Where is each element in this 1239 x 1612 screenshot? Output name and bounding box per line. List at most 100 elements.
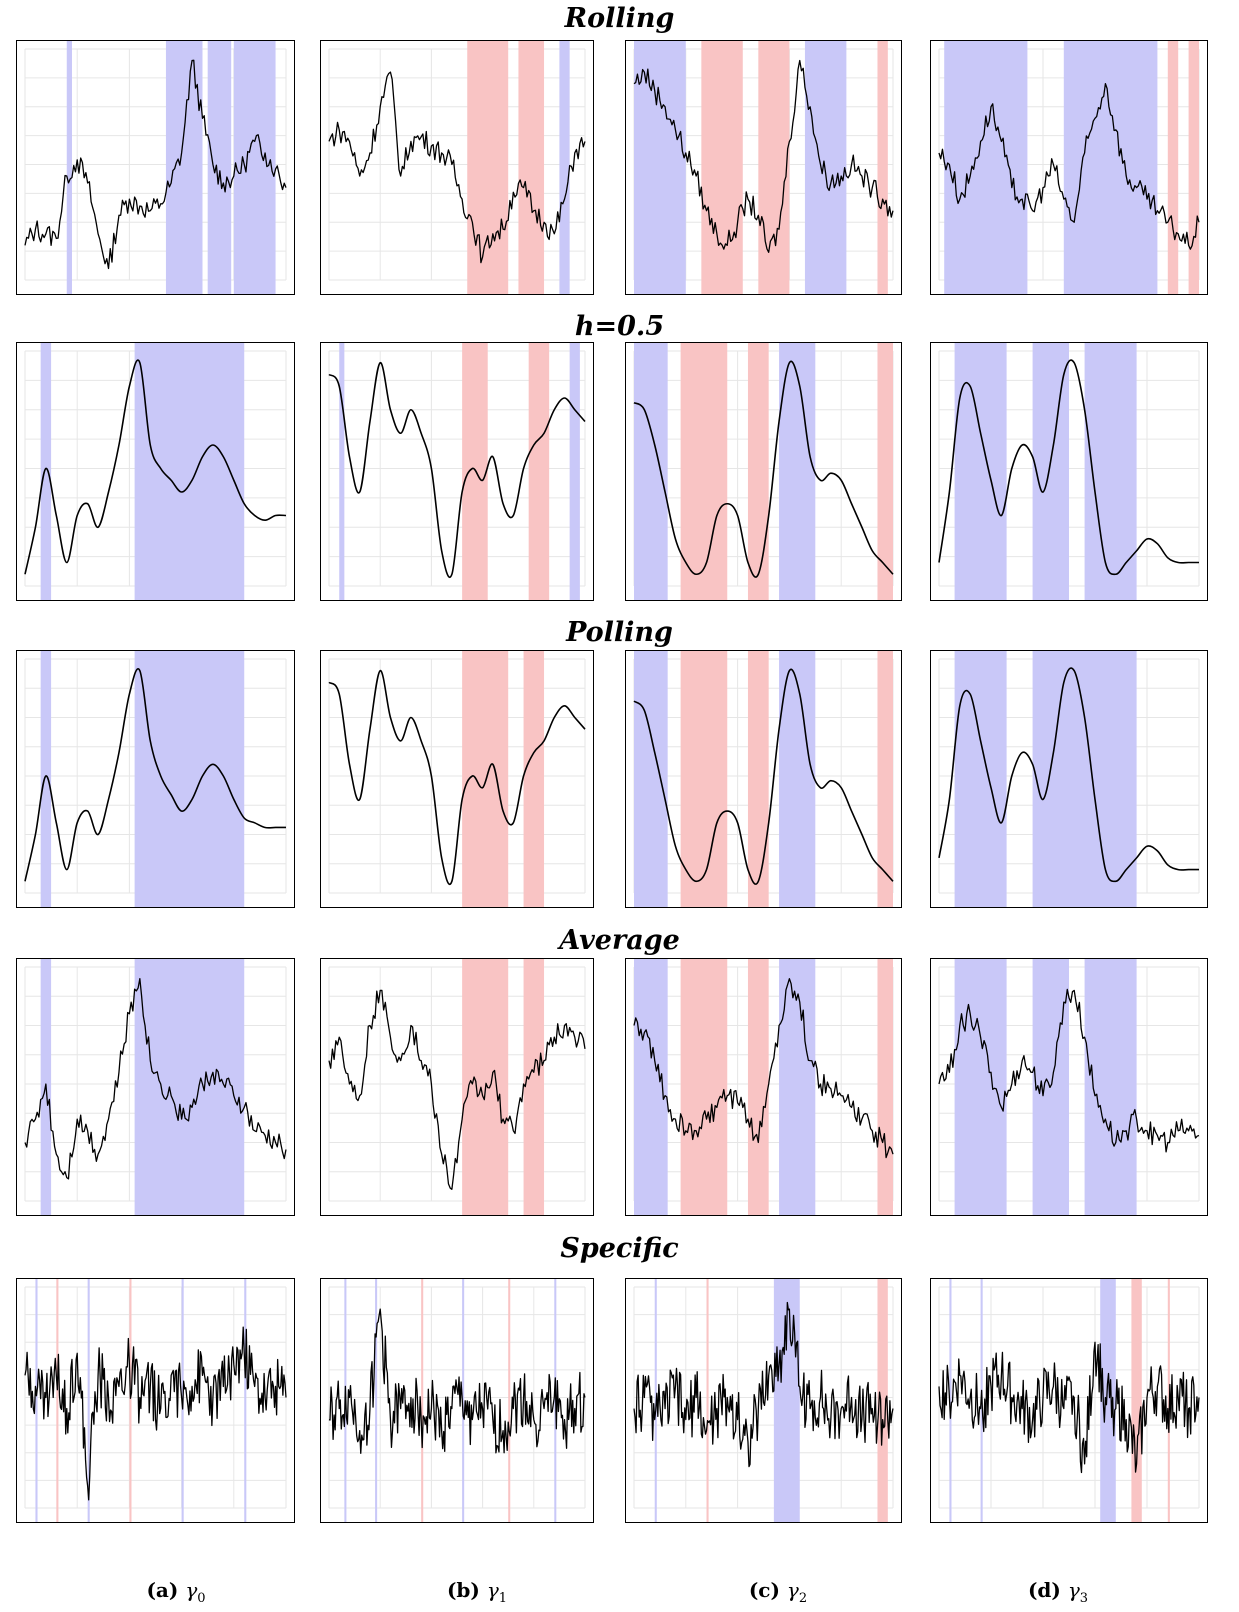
red-regime-band	[706, 1279, 709, 1522]
panel-3-2	[625, 958, 902, 1216]
row-title-rolling: Rolling	[564, 3, 675, 34]
blue-regime-band	[559, 41, 570, 294]
line-chart	[633, 343, 894, 600]
blue-regime-band	[339, 343, 345, 600]
line-chart	[24, 343, 287, 600]
blue-regime-band	[1100, 1279, 1116, 1522]
blue-regime-band	[1063, 41, 1158, 294]
series-line	[328, 989, 586, 1190]
blue-regime-band	[634, 651, 668, 907]
blue-regime-band	[165, 41, 203, 294]
series-line	[633, 978, 894, 1159]
blue-regime-band	[134, 651, 245, 907]
panel-4-0	[16, 1278, 295, 1523]
red-regime-band	[877, 651, 893, 907]
red-regime-band	[528, 343, 550, 600]
panel-1-3	[930, 342, 1208, 601]
blue-regime-band	[949, 1279, 952, 1522]
blue-regime-band	[954, 651, 1007, 907]
series-line	[24, 359, 287, 575]
red-regime-band	[747, 959, 769, 1215]
red-regime-band	[462, 343, 488, 600]
line-chart	[24, 651, 287, 907]
blue-regime-band	[954, 343, 1007, 600]
line-chart	[633, 41, 894, 294]
blue-regime-band	[40, 651, 52, 907]
line-chart	[328, 343, 586, 600]
series-line	[24, 668, 287, 882]
panel-1-1	[320, 342, 594, 601]
red-regime-band	[1131, 1279, 1142, 1522]
caption-b: (b) γ1	[446, 1578, 508, 1606]
red-regime-band	[129, 1279, 132, 1522]
line-chart	[24, 41, 287, 294]
blue-regime-band	[207, 41, 232, 294]
line-chart	[328, 651, 586, 907]
panel-3-0	[16, 958, 295, 1216]
blue-regime-band	[233, 41, 276, 294]
red-regime-band	[701, 41, 743, 294]
line-chart	[938, 959, 1200, 1215]
red-regime-band	[747, 651, 769, 907]
series-line	[24, 59, 287, 270]
blue-regime-band	[462, 1279, 465, 1522]
row-title-h05: h=0.5	[574, 311, 665, 342]
panel-2-1	[320, 650, 594, 908]
panel-0-0	[16, 40, 295, 295]
panel-4-2	[625, 1278, 902, 1523]
line-chart	[633, 1279, 894, 1522]
blue-regime-band	[134, 959, 245, 1215]
caption-a: (a) γ0	[146, 1578, 206, 1606]
blue-regime-band	[779, 651, 816, 907]
red-regime-band	[523, 959, 545, 1215]
line-chart	[633, 651, 894, 907]
red-regime-band	[1188, 41, 1199, 294]
red-regime-band	[523, 651, 545, 907]
red-regime-band	[56, 1279, 59, 1522]
panel-3-1	[320, 958, 594, 1216]
line-chart	[328, 959, 586, 1215]
blue-regime-band	[375, 1279, 378, 1522]
line-chart	[938, 41, 1200, 294]
red-regime-band	[421, 1279, 424, 1522]
red-regime-band	[680, 959, 728, 1215]
red-regime-band	[680, 651, 728, 907]
blue-regime-band	[1084, 959, 1137, 1215]
red-regime-band	[747, 343, 769, 600]
series-line	[938, 1341, 1200, 1474]
blue-regime-band	[1032, 343, 1069, 600]
caption-c: (c) γ2	[748, 1578, 808, 1606]
blue-regime-band	[40, 343, 52, 600]
blue-regime-band	[569, 343, 580, 600]
caption-d: (d) γ3	[1027, 1578, 1089, 1606]
panel-0-2	[625, 40, 902, 295]
blue-regime-band	[944, 41, 1028, 294]
blue-regime-band	[954, 959, 1007, 1215]
blue-regime-band	[634, 343, 668, 600]
series-line	[938, 988, 1200, 1153]
red-regime-band	[877, 959, 893, 1215]
row-title-average: Average	[559, 925, 680, 956]
series-line	[328, 1308, 586, 1454]
blue-regime-band	[134, 343, 245, 600]
panel-1-0	[16, 342, 295, 601]
series-line	[633, 668, 894, 885]
red-regime-band	[1167, 41, 1179, 294]
red-regime-band	[508, 1279, 511, 1522]
blue-regime-band	[804, 41, 847, 294]
line-chart	[328, 1279, 586, 1522]
blue-regime-band	[87, 1279, 90, 1522]
series-line	[938, 83, 1200, 250]
blue-regime-band	[35, 1279, 38, 1522]
line-chart	[938, 1279, 1200, 1522]
panel-2-0	[16, 650, 295, 908]
panel-0-1	[320, 40, 594, 295]
red-regime-band	[518, 41, 545, 294]
red-regime-band	[758, 41, 790, 294]
line-chart	[24, 1279, 287, 1522]
panel-4-3	[930, 1278, 1208, 1523]
series-line	[328, 669, 586, 886]
red-regime-band	[877, 1279, 888, 1522]
panel-2-2	[625, 650, 902, 908]
blue-regime-band	[244, 1279, 247, 1522]
